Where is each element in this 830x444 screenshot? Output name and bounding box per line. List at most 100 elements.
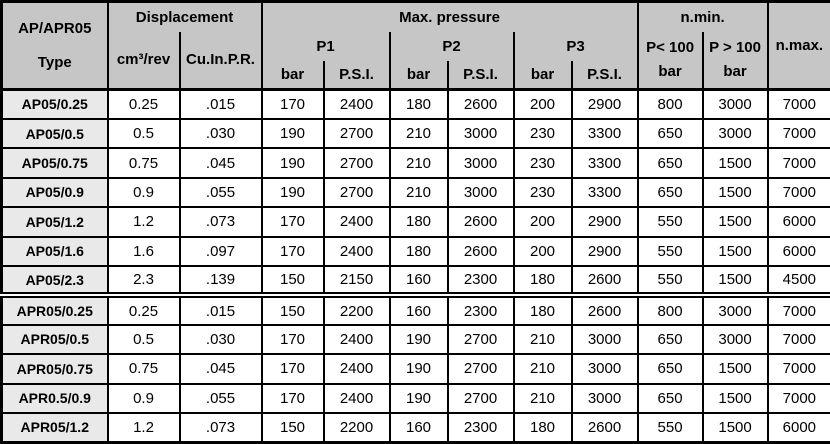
row-type-cell: APR05/0.75 bbox=[0, 353, 109, 385]
table-row: APR0.5/0.9 0.9.055 170 2400 190 2700 210 3000 65… bbox=[0, 382, 830, 414]
column-header-p3-bar: bar bbox=[512, 60, 573, 91]
data-cell: 180 bbox=[512, 264, 573, 297]
data-cell: .015 bbox=[178, 292, 263, 326]
data-cell: 190 bbox=[260, 117, 325, 150]
data-cell: 2200 bbox=[322, 411, 391, 444]
data-cell: 2700 bbox=[322, 147, 391, 179]
data-cell: 1500 bbox=[701, 382, 769, 414]
data-cell: 160 bbox=[388, 264, 449, 297]
data-cell: 800 bbox=[636, 292, 704, 326]
data-cell: 170 bbox=[260, 353, 325, 385]
data-cell: 2700 bbox=[446, 382, 515, 414]
data-cell: 1500 bbox=[701, 235, 769, 267]
column-group-displacement: Displacement bbox=[106, 1, 263, 32]
data-cell: 170 bbox=[260, 235, 325, 267]
data-cell: 7000 bbox=[766, 117, 830, 150]
data-cell: 170 bbox=[260, 206, 325, 238]
table-row: AP05/1.6 1.6.097 170 2400 180 2600 200 2900 550 1… bbox=[0, 235, 830, 267]
data-cell: 3000 bbox=[570, 382, 639, 414]
table-row: APR05/0.5 0.5.030 170 2400 190 2700 210 3000 650… bbox=[0, 323, 830, 356]
row-type-cell: AP05/1.6 bbox=[0, 235, 109, 267]
column-header-p2-bar: bar bbox=[388, 60, 449, 91]
data-cell: 1500 bbox=[701, 411, 769, 444]
data-cell: 210 bbox=[512, 382, 573, 414]
data-cell: 1500 bbox=[701, 176, 769, 209]
data-cell: 210 bbox=[512, 353, 573, 385]
data-cell: 7000 bbox=[766, 292, 830, 326]
row-type-cell: AP05/0.9 bbox=[0, 176, 109, 209]
data-cell: 2400 bbox=[322, 235, 391, 267]
data-cell: 170 bbox=[260, 323, 325, 356]
data-cell: 7000 bbox=[766, 353, 830, 385]
data-cell: 210 bbox=[388, 147, 449, 179]
data-cell: .015 bbox=[178, 88, 263, 120]
row-type-cell: APR05/0.5 bbox=[0, 323, 109, 356]
data-cell: 2300 bbox=[446, 292, 515, 326]
header-row-units: bar P.S.I. bar P.S.I. bar P.S.I. bbox=[2, 60, 830, 91]
table-row: APR05/0.75 0.75.045 170 2400 190 2700 210 3000 6… bbox=[0, 353, 830, 385]
data-cell: 1.6 bbox=[106, 235, 181, 267]
data-cell: 2900 bbox=[570, 206, 639, 238]
column-header-cm3-rev: cm³/rev bbox=[106, 31, 181, 91]
data-cell: 1500 bbox=[701, 264, 769, 297]
data-cell: 0.25 bbox=[106, 292, 181, 326]
data-cell: 3000 bbox=[570, 353, 639, 385]
data-cell: 230 bbox=[512, 147, 573, 179]
series-title: AP/APR05 bbox=[18, 20, 92, 37]
data-cell: 2.3 bbox=[106, 264, 181, 297]
data-cell: 3000 bbox=[446, 117, 515, 150]
column-group-p1: P1 bbox=[260, 31, 391, 61]
data-cell: 1500 bbox=[701, 353, 769, 385]
data-cell: 0.9 bbox=[106, 176, 181, 209]
data-cell: 210 bbox=[388, 117, 449, 150]
column-group-p3: P3 bbox=[512, 31, 639, 61]
data-cell: 1.2 bbox=[106, 206, 181, 238]
data-cell: 2900 bbox=[570, 88, 639, 120]
row-type-cell: AP05/0.25 bbox=[0, 88, 109, 120]
data-cell: 190 bbox=[388, 353, 449, 385]
data-cell: 2700 bbox=[446, 353, 515, 385]
row-type-cell: APR05/0.25 bbox=[0, 292, 109, 326]
data-cell: 3000 bbox=[701, 117, 769, 150]
data-cell: 2150 bbox=[322, 264, 391, 297]
table-row: AP05/0.75 0.75.045 190 2700 210 3000 230 3300 65… bbox=[0, 147, 830, 179]
data-cell: 7000 bbox=[766, 323, 830, 356]
type-label: Type bbox=[37, 54, 72, 71]
data-cell: 3000 bbox=[446, 147, 515, 179]
data-cell: 2400 bbox=[322, 206, 391, 238]
data-cell: 0.25 bbox=[106, 88, 181, 120]
data-cell: 0.75 bbox=[106, 353, 181, 385]
data-cell: .030 bbox=[178, 117, 263, 150]
data-cell: 3000 bbox=[701, 292, 769, 326]
data-cell: 230 bbox=[512, 176, 573, 209]
data-cell: 2700 bbox=[322, 176, 391, 209]
data-cell: 3300 bbox=[570, 117, 639, 150]
data-cell: 0.9 bbox=[106, 382, 181, 414]
data-cell: 2300 bbox=[446, 264, 515, 297]
data-cell: 6000 bbox=[766, 235, 830, 267]
data-cell: 170 bbox=[260, 88, 325, 120]
data-cell: .030 bbox=[178, 323, 263, 356]
data-cell: 170 bbox=[260, 382, 325, 414]
column-header-type: AP/APR05 Type bbox=[0, 1, 109, 91]
data-cell: 2600 bbox=[570, 292, 639, 326]
nmin-low-line2: bar bbox=[658, 62, 682, 80]
data-cell: 650 bbox=[636, 117, 704, 150]
data-cell: 150 bbox=[260, 292, 325, 326]
data-cell: 190 bbox=[260, 147, 325, 179]
data-cell: 7000 bbox=[766, 382, 830, 414]
data-cell: 3000 bbox=[446, 176, 515, 209]
table-header: AP/APR05 Type Displacement Max. pressure… bbox=[0, 1, 830, 91]
column-group-max-pressure: Max. pressure bbox=[260, 1, 639, 32]
data-cell: 0.75 bbox=[106, 147, 181, 179]
data-cell: 3300 bbox=[570, 147, 639, 179]
column-group-n-min: n.min. bbox=[636, 1, 769, 32]
data-cell: 190 bbox=[388, 382, 449, 414]
data-cell: 150 bbox=[260, 264, 325, 297]
data-cell: 2600 bbox=[446, 206, 515, 238]
row-type-cell: APR05/1.2 bbox=[0, 411, 109, 444]
nmin-high-line1: P > 100 bbox=[709, 38, 761, 56]
data-cell: 180 bbox=[388, 235, 449, 267]
data-cell: 230 bbox=[512, 117, 573, 150]
data-cell: 3300 bbox=[570, 176, 639, 209]
